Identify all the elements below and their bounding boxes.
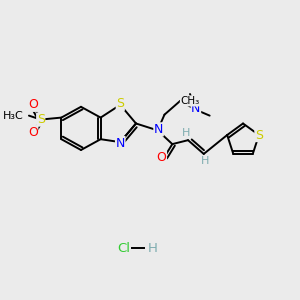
Text: N: N [116, 136, 125, 150]
Text: O: O [28, 98, 38, 111]
Text: H: H [200, 156, 209, 166]
Text: H₃C: H₃C [3, 111, 24, 121]
Text: CH₃: CH₃ [180, 96, 200, 106]
Text: S: S [116, 97, 124, 110]
Text: O: O [28, 126, 38, 139]
Text: Cl: Cl [117, 242, 130, 255]
Text: N: N [191, 102, 201, 115]
Text: N: N [154, 123, 163, 136]
Text: H: H [182, 128, 190, 138]
Text: O: O [157, 152, 166, 164]
Text: S: S [255, 128, 263, 142]
Text: H: H [148, 242, 158, 255]
Text: S: S [37, 113, 45, 126]
